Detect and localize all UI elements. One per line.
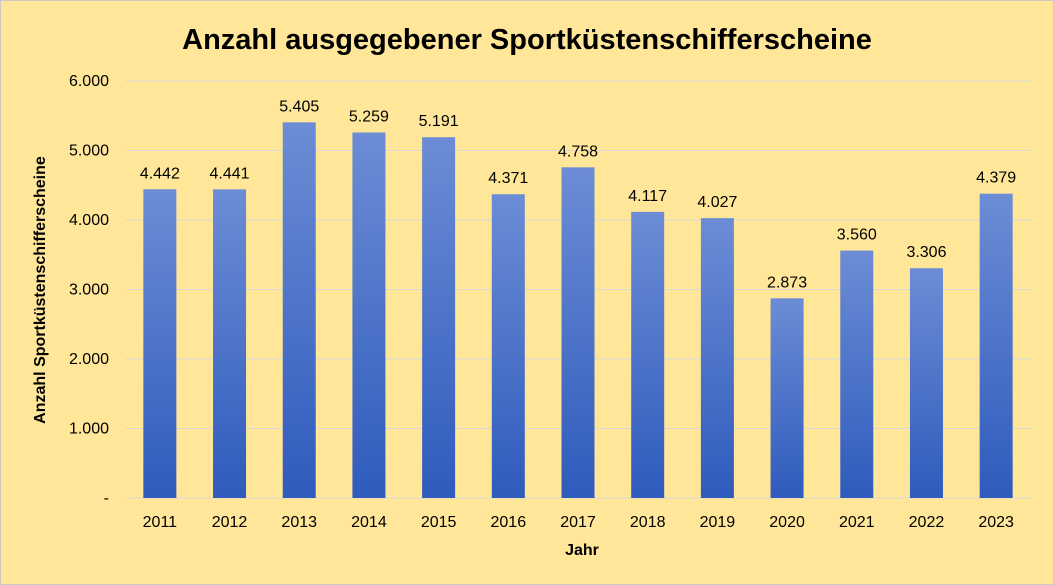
data-label-2016: 4.371 xyxy=(488,170,528,187)
x-tick-label: 2013 xyxy=(281,514,317,531)
y-tick-label: 4.000 xyxy=(69,212,109,229)
y-axis-ticks: - 1.000 2.000 3.000 4.000 5.000 6.000 xyxy=(69,73,109,507)
data-label-2015: 5.191 xyxy=(419,113,459,130)
data-label-2020: 2.873 xyxy=(767,274,807,291)
bar-2021 xyxy=(840,250,874,498)
data-label-2017: 4.758 xyxy=(558,143,598,160)
bar-2014 xyxy=(352,132,386,498)
data-label-2021: 3.560 xyxy=(837,227,877,244)
data-label-2023: 4.379 xyxy=(976,170,1016,187)
x-tick-label: 2022 xyxy=(909,514,945,531)
y-tick-label: 2.000 xyxy=(69,351,109,368)
bar-2015 xyxy=(422,137,456,498)
x-axis-title: Jahr xyxy=(565,542,599,559)
y-tick-label: 1.000 xyxy=(69,421,109,438)
x-tick-label: 2016 xyxy=(491,514,527,531)
data-labels: 4.442 4.441 5.405 5.259 5.191 4.371 4.758 4.117… xyxy=(140,98,1016,291)
bar-2020 xyxy=(770,298,804,498)
data-label-2012: 4.441 xyxy=(210,165,250,182)
y-tick-label: 6.000 xyxy=(69,73,109,90)
data-label-2014: 5.259 xyxy=(349,108,389,125)
bar-2017 xyxy=(561,167,595,498)
bar-2022 xyxy=(909,268,943,498)
data-label-2019: 4.027 xyxy=(697,194,737,211)
data-label-2013: 5.405 xyxy=(279,98,319,115)
data-label-2018: 4.117 xyxy=(628,188,667,205)
x-tick-label: 2021 xyxy=(839,514,875,531)
x-tick-label: 2012 xyxy=(212,514,248,531)
x-tick-label: 2011 xyxy=(143,514,178,531)
bar-2012 xyxy=(213,189,247,498)
data-label-2011: 4.442 xyxy=(140,165,180,182)
bar-2011 xyxy=(143,189,177,498)
bar-2018 xyxy=(631,211,665,498)
y-tick-label: 5.000 xyxy=(69,143,109,160)
x-tick-label: 2018 xyxy=(630,514,666,531)
x-axis-ticks: 2011 2012 2013 2014 2015 2016 2017 2018 2019 2020… xyxy=(143,514,1014,531)
bars xyxy=(143,122,1013,499)
x-tick-label: 2020 xyxy=(769,514,805,531)
x-tick-label: 2014 xyxy=(351,514,387,531)
x-tick-label: 2015 xyxy=(421,514,457,531)
x-tick-label: 2023 xyxy=(978,514,1014,531)
bar-2019 xyxy=(700,218,734,498)
chart-title: Anzahl ausgegebener Sportküstenschiffers… xyxy=(182,24,872,56)
y-axis-title: Anzahl Sportküstenschifferscheine xyxy=(32,156,49,424)
bar-2016 xyxy=(491,194,525,498)
bar-2023 xyxy=(979,193,1013,499)
x-tick-label: 2019 xyxy=(700,514,736,531)
y-tick-label: 3.000 xyxy=(69,282,109,299)
data-label-2022: 3.306 xyxy=(906,244,946,261)
y-tick-label: - xyxy=(104,490,109,507)
bar-2013 xyxy=(282,122,316,498)
x-tick-label: 2017 xyxy=(560,514,596,531)
